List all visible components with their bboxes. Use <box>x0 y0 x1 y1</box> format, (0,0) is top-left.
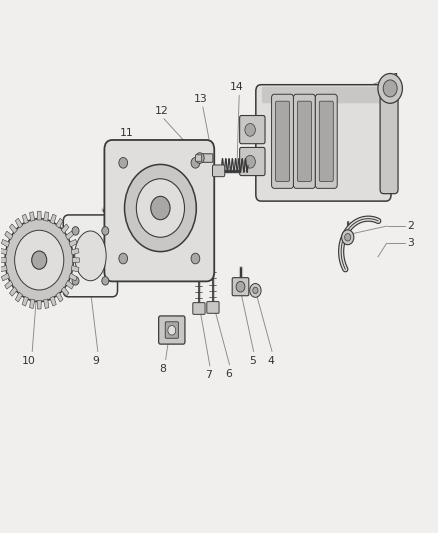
Circle shape <box>195 153 204 164</box>
FancyBboxPatch shape <box>206 302 219 313</box>
Circle shape <box>150 196 170 220</box>
FancyBboxPatch shape <box>293 94 314 188</box>
Polygon shape <box>43 212 49 221</box>
Polygon shape <box>65 280 74 289</box>
FancyBboxPatch shape <box>212 165 224 176</box>
Text: 4: 4 <box>267 356 273 366</box>
Circle shape <box>167 326 175 335</box>
Text: 5: 5 <box>248 356 255 366</box>
Circle shape <box>191 253 199 264</box>
FancyBboxPatch shape <box>255 85 390 201</box>
Circle shape <box>249 284 261 297</box>
Circle shape <box>341 230 353 245</box>
Text: 7: 7 <box>205 370 212 380</box>
Polygon shape <box>29 212 35 221</box>
FancyBboxPatch shape <box>63 215 117 297</box>
Polygon shape <box>37 300 41 309</box>
Text: 8: 8 <box>159 364 166 374</box>
FancyBboxPatch shape <box>198 154 212 163</box>
Polygon shape <box>1 273 10 281</box>
Polygon shape <box>65 231 74 240</box>
Circle shape <box>344 233 350 241</box>
FancyBboxPatch shape <box>314 94 336 188</box>
Text: 6: 6 <box>224 369 231 379</box>
Circle shape <box>124 165 196 252</box>
Text: 3: 3 <box>406 238 413 248</box>
Text: 12: 12 <box>155 106 168 116</box>
Polygon shape <box>61 224 69 233</box>
Circle shape <box>5 219 73 302</box>
Polygon shape <box>50 296 56 306</box>
FancyBboxPatch shape <box>195 155 201 161</box>
Circle shape <box>119 253 127 264</box>
FancyBboxPatch shape <box>192 303 205 314</box>
FancyBboxPatch shape <box>261 87 384 103</box>
Polygon shape <box>69 273 77 281</box>
FancyBboxPatch shape <box>158 316 184 344</box>
Polygon shape <box>71 248 79 255</box>
Polygon shape <box>0 265 7 272</box>
Polygon shape <box>5 280 13 289</box>
FancyBboxPatch shape <box>232 278 248 296</box>
FancyBboxPatch shape <box>165 322 178 338</box>
Polygon shape <box>0 257 6 263</box>
Polygon shape <box>5 231 13 240</box>
Polygon shape <box>69 239 77 247</box>
Circle shape <box>119 158 127 168</box>
Polygon shape <box>72 257 79 263</box>
Polygon shape <box>29 299 35 309</box>
Text: 1: 1 <box>392 73 398 83</box>
Text: 14: 14 <box>230 82 244 92</box>
Circle shape <box>102 277 109 285</box>
FancyBboxPatch shape <box>239 148 265 175</box>
Text: 10: 10 <box>22 356 36 366</box>
Circle shape <box>32 251 46 269</box>
Polygon shape <box>37 211 41 220</box>
FancyBboxPatch shape <box>379 92 397 193</box>
Polygon shape <box>15 292 22 302</box>
FancyBboxPatch shape <box>318 101 332 181</box>
FancyBboxPatch shape <box>104 140 214 281</box>
Circle shape <box>244 124 255 136</box>
Polygon shape <box>56 292 63 302</box>
Circle shape <box>244 156 255 168</box>
FancyBboxPatch shape <box>297 101 311 181</box>
Polygon shape <box>22 296 28 306</box>
Circle shape <box>382 80 396 97</box>
Text: 11: 11 <box>120 128 133 138</box>
Circle shape <box>191 158 199 168</box>
Polygon shape <box>56 219 63 228</box>
Polygon shape <box>1 239 10 247</box>
Polygon shape <box>10 287 17 296</box>
FancyBboxPatch shape <box>275 101 289 181</box>
Polygon shape <box>43 299 49 309</box>
Ellipse shape <box>74 231 106 281</box>
Circle shape <box>102 227 109 235</box>
Polygon shape <box>22 214 28 224</box>
Circle shape <box>236 281 244 292</box>
Polygon shape <box>10 224 17 233</box>
FancyBboxPatch shape <box>271 94 293 188</box>
FancyBboxPatch shape <box>239 116 265 144</box>
Polygon shape <box>50 214 56 224</box>
Text: 9: 9 <box>92 356 99 366</box>
Polygon shape <box>61 287 69 296</box>
Circle shape <box>252 287 258 294</box>
Polygon shape <box>15 219 22 228</box>
Polygon shape <box>0 248 7 255</box>
Circle shape <box>136 179 184 237</box>
Polygon shape <box>71 265 79 272</box>
Circle shape <box>377 74 402 103</box>
Circle shape <box>14 230 64 290</box>
Circle shape <box>72 277 79 285</box>
Circle shape <box>72 227 79 235</box>
Text: 2: 2 <box>406 221 413 231</box>
Text: 13: 13 <box>194 94 208 104</box>
